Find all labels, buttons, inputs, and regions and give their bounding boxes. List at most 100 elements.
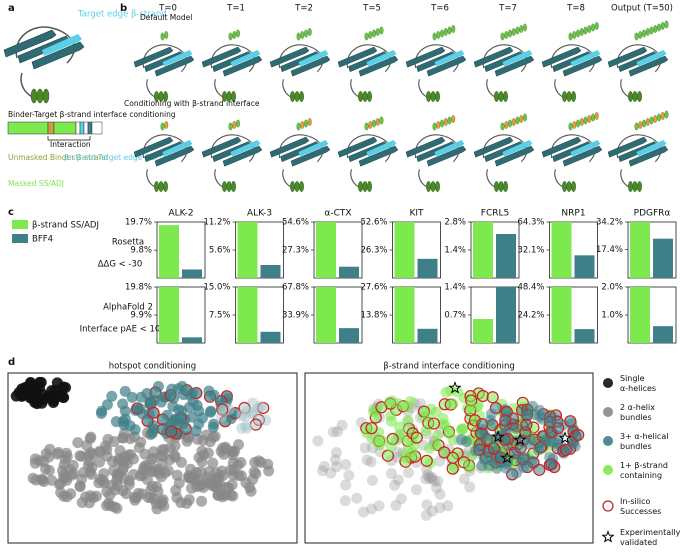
- conditioning-segment: [91, 121, 103, 135]
- beta-strand: [201, 46, 242, 68]
- beta-strand: [494, 55, 535, 77]
- scatter-point: [106, 479, 118, 491]
- edge-strand: [502, 140, 533, 157]
- scatter-point: [532, 444, 544, 456]
- scatter-point: [262, 458, 274, 470]
- scatter-point: [359, 442, 371, 454]
- scatter-point: [193, 418, 205, 430]
- binder: [440, 29, 444, 38]
- binder: [653, 115, 658, 123]
- beta-strand: [405, 46, 446, 68]
- scatter-point: [431, 430, 443, 442]
- helix: [426, 91, 431, 102]
- y-tick-label: 9.8%: [130, 246, 152, 256]
- binder: [657, 113, 661, 122]
- scatter-point: [126, 391, 138, 403]
- scatter-point: [465, 401, 477, 413]
- helix: [231, 91, 236, 102]
- beta-strand: [3, 29, 57, 58]
- beta-strand: [473, 136, 514, 158]
- timestep: T=1: [226, 4, 245, 14]
- bar: [653, 238, 673, 278]
- scatter-point: [526, 455, 538, 467]
- y-tick-label: 24.2%: [517, 311, 544, 321]
- binder: [638, 31, 643, 39]
- scatter-point: [340, 459, 352, 471]
- scatter-point: [94, 456, 106, 468]
- bar: [394, 222, 415, 278]
- protein-cartoon: [405, 115, 467, 192]
- helix: [426, 181, 431, 192]
- bar: [417, 328, 438, 343]
- y-tick-label: 1.4%: [444, 246, 466, 256]
- legend-marker: [601, 530, 615, 543]
- legend-swatch: [12, 234, 28, 243]
- scatter-point: [500, 462, 512, 474]
- row-label: Default Model: [140, 13, 192, 22]
- scatter-point: [351, 492, 363, 504]
- scatter-point: [438, 446, 451, 459]
- binder: [432, 32, 437, 41]
- scatter-point: [437, 418, 449, 430]
- scatter-point: [510, 422, 522, 434]
- bar: [260, 265, 281, 278]
- helix: [562, 91, 567, 102]
- beta-strand: [358, 145, 399, 167]
- scatter-point: [427, 417, 440, 430]
- scatter-point: [235, 457, 247, 469]
- bar: [159, 225, 179, 278]
- timestep: T=6: [430, 4, 449, 14]
- conditioning-segment: [7, 121, 49, 135]
- bar: [182, 269, 202, 278]
- legend-marker: [603, 407, 613, 417]
- timestep: T=7: [498, 4, 517, 14]
- row-label: Conditioning with β-strand interface: [124, 99, 260, 108]
- protein-cartoon: [541, 22, 603, 102]
- helix: [299, 91, 304, 102]
- scatter-point: [426, 471, 438, 483]
- binder: [508, 29, 512, 38]
- beta-strand: [133, 46, 174, 68]
- scatter-point: [330, 447, 342, 459]
- y-tick-label: 48.4%: [517, 283, 544, 293]
- legend-marker: [603, 378, 613, 388]
- helix: [503, 91, 508, 102]
- scatter-point: [247, 474, 259, 486]
- binder: [307, 118, 312, 126]
- timestep: T=5: [362, 4, 381, 14]
- edge-strand: [636, 50, 667, 67]
- edge-strand: [230, 140, 261, 157]
- star: [500, 451, 514, 464]
- binder: [236, 29, 240, 38]
- binder: [364, 122, 369, 131]
- binder: [447, 116, 452, 125]
- binder: [572, 31, 577, 39]
- scatter-point: [74, 450, 86, 462]
- scatter-point: [373, 500, 385, 512]
- panel-title: β-strand interface conditioning: [383, 362, 515, 372]
- binder: [436, 31, 441, 39]
- scatter-point: [197, 434, 209, 446]
- helix: [158, 181, 164, 192]
- star: [491, 430, 505, 443]
- scatter-point: [106, 390, 118, 402]
- scatter-point: [533, 463, 546, 476]
- scatter-point: [177, 418, 189, 430]
- scatter-point: [420, 454, 433, 467]
- scatter-point: [572, 428, 585, 442]
- scatter-point: [428, 475, 440, 487]
- y-tick-label: 1.0%: [601, 311, 623, 321]
- timestep: T=8: [566, 4, 585, 14]
- scatter-point: [186, 387, 198, 399]
- conditioning-segment: [47, 121, 55, 135]
- scatter-point: [157, 494, 169, 506]
- binder: [511, 118, 516, 126]
- helix: [358, 91, 363, 102]
- binder: [657, 23, 661, 32]
- scatter-point: [196, 456, 208, 468]
- scatter-point: [147, 406, 160, 419]
- binder: [649, 116, 654, 125]
- bar: [496, 287, 516, 343]
